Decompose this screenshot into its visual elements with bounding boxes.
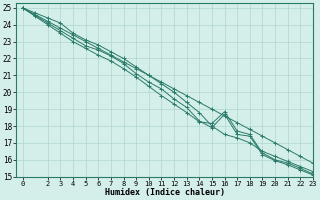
X-axis label: Humidex (Indice chaleur): Humidex (Indice chaleur)	[105, 188, 225, 197]
